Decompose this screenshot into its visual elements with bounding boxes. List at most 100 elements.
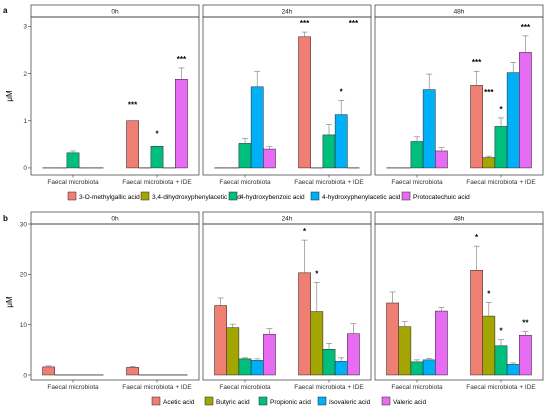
bar: [482, 157, 496, 169]
bar: [298, 36, 311, 169]
facet-strip-label: 48h: [454, 215, 465, 222]
legend-label: Butyric acid: [216, 399, 250, 406]
legend-swatch: [228, 191, 238, 201]
legend-label: Protocatechuic acid: [413, 194, 470, 201]
y-tick-label: 30: [20, 221, 28, 228]
bar: [263, 333, 276, 376]
bar: [506, 72, 520, 169]
x-tick-label: Faecal microbiota + IDE: [294, 384, 364, 391]
legend-label: 3-O-methylgallic acid: [79, 194, 140, 201]
x-tick-label: Faecal microbiota + IDE: [466, 384, 536, 391]
bar: [250, 360, 264, 376]
bar: [470, 270, 483, 376]
bar: [175, 79, 188, 169]
bar: [386, 302, 399, 376]
significance-marker: *: [155, 129, 159, 138]
legend-swatch: [401, 191, 411, 201]
legend-swatch: [140, 191, 150, 201]
legend-label: 3,4-dihydroxyphenylacetic acid: [152, 194, 241, 201]
bar: [398, 326, 412, 376]
panel-letter-a: a: [3, 6, 8, 15]
facet-strip-label: 0h: [111, 215, 119, 222]
y-tick-label: 2: [23, 71, 27, 78]
y-tick-label: 0: [23, 372, 27, 379]
significance-marker: *: [499, 105, 503, 114]
significance-marker: ***: [177, 55, 187, 64]
y-tick-label: 10: [20, 322, 28, 329]
legend-swatch: [258, 396, 268, 406]
bar: [238, 143, 252, 169]
x-tick-label: Faecal microbiota: [219, 384, 271, 391]
significance-marker: *: [475, 233, 479, 242]
legend-label: 4-hydroxybenzoic acid: [240, 194, 305, 201]
significance-marker: ***: [300, 19, 310, 28]
facet-panel: [202, 16, 372, 176]
bar: [126, 367, 139, 376]
x-tick-label: Faecal microbiota + IDE: [122, 179, 192, 186]
legend-swatch: [67, 191, 77, 201]
significance-marker: *: [499, 327, 503, 336]
bar: [435, 310, 448, 376]
bar: [435, 150, 448, 169]
bar: [42, 366, 55, 376]
x-tick-label: Faecal microbiota + IDE: [294, 179, 364, 186]
bar: [494, 345, 508, 376]
facet-panel: [374, 223, 544, 381]
y-tick-label: 3: [23, 24, 27, 31]
x-tick-label: Faecal microbiota + IDE: [466, 179, 536, 186]
significance-marker: *: [315, 269, 319, 278]
legend: Acetic acid Butyric acid Propionic acid Iso…: [151, 396, 427, 406]
y-tick-label: 0: [23, 165, 27, 172]
x-tick-label: Faecal microbiota: [219, 179, 271, 186]
bar: [310, 311, 324, 376]
bar: [482, 315, 496, 376]
panel-b: b μM 0 10 20 30 0h Faecal microbiota Faecal micr…: [3, 211, 544, 406]
significance-marker: **: [522, 319, 529, 328]
bar: [470, 85, 483, 169]
facet-strip-label: 48h: [454, 8, 465, 15]
bar: [298, 272, 311, 376]
x-tick-label: Faecal microbiota: [391, 384, 443, 391]
legend-label: Propionic acid: [270, 399, 311, 406]
legend-label: Isovaleric acid: [329, 399, 371, 406]
legend: 3-O-methylgallic acid 3,4-dihydroxyphenyl…: [67, 191, 470, 201]
facet-panel: [30, 223, 200, 381]
facet-panel: [30, 16, 200, 176]
significance-marker: ***: [484, 88, 494, 97]
y-tick-label: 20: [20, 272, 28, 279]
bar: [347, 333, 360, 376]
bar: [410, 361, 424, 376]
legend-swatch: [151, 396, 161, 406]
bar: [422, 89, 436, 169]
y-axis-title: μM: [5, 296, 14, 308]
bar: [422, 359, 436, 376]
bar: [250, 86, 264, 169]
bar: [238, 358, 252, 376]
bar: [410, 141, 424, 169]
bar: [150, 145, 164, 169]
significance-marker: *: [303, 227, 307, 236]
bar: [126, 120, 139, 169]
bar: [334, 114, 348, 169]
bar: [214, 305, 227, 376]
bar: [263, 148, 276, 169]
legend-swatch: [317, 396, 327, 406]
x-tick-label: Faecal microbiota: [47, 179, 99, 186]
significance-marker: ***: [349, 19, 359, 28]
significance-marker: *: [487, 290, 491, 299]
facet-strip-label: 24h: [282, 215, 293, 222]
legend-label: 4-hydroxyphenylacetic acid: [322, 194, 401, 201]
x-tick-label: Faecal microbiota: [47, 384, 99, 391]
x-tick-label: Faecal microbiota + IDE: [122, 384, 192, 391]
bar: [66, 152, 80, 169]
panel-letter-b: b: [3, 214, 8, 223]
bar: [519, 52, 532, 169]
facet-strip-label: 0h: [111, 8, 119, 15]
facet-strip-label: 24h: [282, 8, 293, 15]
legend-swatch: [310, 191, 320, 201]
significance-marker: ***: [521, 23, 531, 32]
bar: [334, 361, 348, 376]
x-tick-label: Faecal microbiota: [391, 179, 443, 186]
y-axis-title: μM: [5, 90, 14, 102]
bar: [494, 126, 508, 169]
